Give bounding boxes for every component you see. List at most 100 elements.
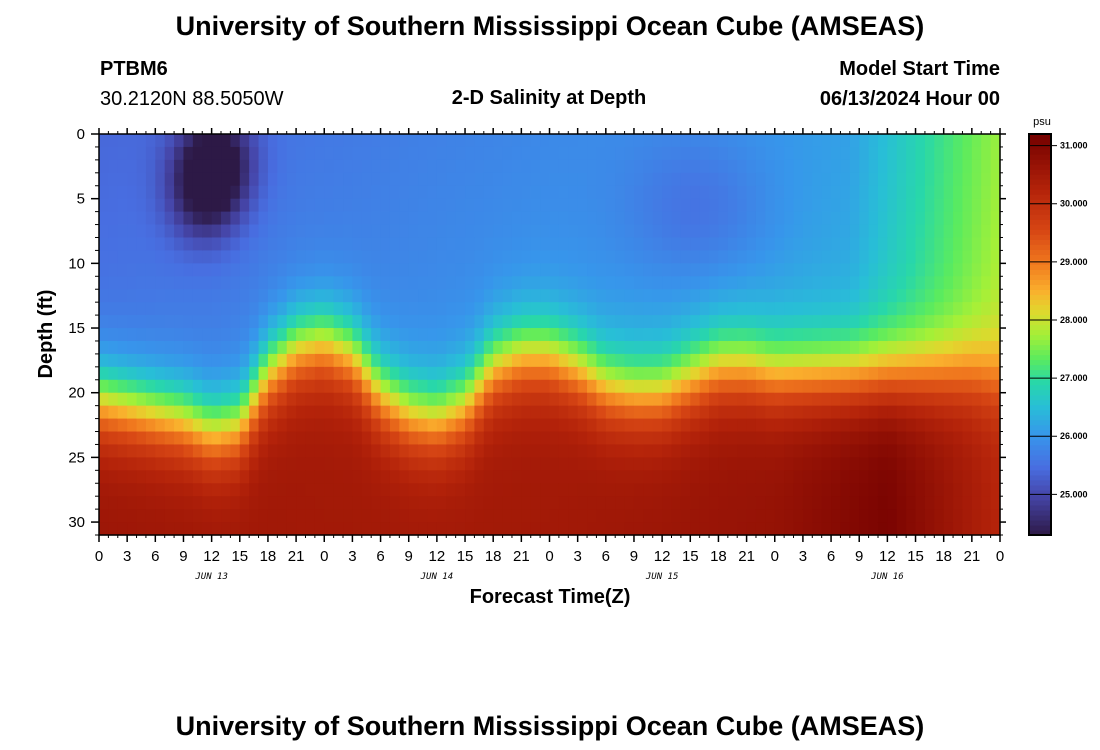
heatmap-cell xyxy=(587,237,598,252)
heatmap-cell xyxy=(662,276,673,290)
heatmap-cell xyxy=(727,431,738,446)
heatmap-cell xyxy=(577,263,588,277)
heatmap-cell xyxy=(117,263,128,277)
heatmap-cell xyxy=(258,366,269,381)
heatmap-cell xyxy=(737,470,748,484)
heatmap-cell xyxy=(765,159,776,174)
heatmap-cell xyxy=(99,328,109,342)
heatmap-cell xyxy=(990,224,1001,239)
heatmap-cell xyxy=(221,134,231,148)
heatmap-cell xyxy=(924,366,935,381)
heatmap-cell xyxy=(671,522,682,536)
heatmap-cell xyxy=(718,444,729,458)
heatmap-cell xyxy=(596,185,607,200)
heatmap-cell xyxy=(155,353,166,368)
heatmap-cell xyxy=(887,302,898,316)
heatmap-cell xyxy=(868,496,879,510)
heatmap-cell xyxy=(859,328,870,342)
heatmap-cell xyxy=(596,457,607,471)
heatmap-cell xyxy=(793,340,804,355)
heatmap-cell xyxy=(380,379,391,394)
heatmap-cell xyxy=(877,237,888,252)
heatmap-cell xyxy=(577,444,588,458)
heatmap-cell xyxy=(549,328,560,342)
heatmap-cell xyxy=(971,405,982,420)
heatmap-cell xyxy=(755,198,766,213)
heatmap-cell xyxy=(718,315,729,329)
heatmap-cell xyxy=(286,198,297,213)
heatmap-cell xyxy=(530,509,541,523)
heatmap-cell xyxy=(286,146,297,161)
heatmap-cell xyxy=(436,431,447,446)
heatmap-cell xyxy=(455,444,466,458)
heatmap-cell xyxy=(474,444,485,458)
heatmap-cell xyxy=(934,431,945,446)
heatmap-cell xyxy=(812,211,823,226)
heatmap-cell xyxy=(971,263,982,277)
heatmap-cell xyxy=(258,509,269,523)
heatmap-cell xyxy=(314,134,325,148)
heatmap-cell xyxy=(399,379,410,394)
heatmap-cell xyxy=(652,198,663,213)
heatmap-cell xyxy=(343,522,354,536)
heatmap-cell xyxy=(596,340,607,355)
heatmap-cell xyxy=(174,328,185,342)
heatmap-cell xyxy=(849,366,860,381)
heatmap-cell xyxy=(164,340,175,355)
heatmap-cell xyxy=(183,470,194,484)
heatmap-cell xyxy=(887,522,898,536)
heatmap-cell xyxy=(868,237,879,252)
heatmap-cell xyxy=(455,289,466,303)
heatmap-cell xyxy=(709,366,720,381)
heatmap-cell xyxy=(408,340,419,355)
heatmap-cell xyxy=(746,444,757,458)
heatmap-cell xyxy=(680,172,691,187)
heatmap-cell xyxy=(221,431,231,446)
heatmap-cell xyxy=(267,405,278,420)
heatmap-cell xyxy=(605,509,616,523)
heatmap-cell xyxy=(465,211,476,226)
heatmap-cell xyxy=(981,211,992,226)
heatmap-cell xyxy=(915,470,926,484)
heatmap-cell xyxy=(493,470,504,484)
heatmap-cell xyxy=(108,198,119,213)
heatmap-cell xyxy=(774,198,785,213)
heatmap-cell xyxy=(549,289,560,303)
heatmap-cell xyxy=(971,302,982,316)
colorbar-segment xyxy=(1029,229,1051,235)
heatmap-cell xyxy=(155,405,166,420)
heatmap-cell xyxy=(286,509,297,523)
heatmap-cell xyxy=(727,159,738,174)
heatmap-cell xyxy=(418,146,429,161)
heatmap-cell xyxy=(521,302,532,316)
heatmap-cell xyxy=(990,431,1001,446)
heatmap-cell xyxy=(896,159,907,174)
heatmap-cell xyxy=(934,496,945,510)
heatmap-cell xyxy=(183,366,194,381)
heatmap-cell xyxy=(709,522,720,536)
heatmap-cell xyxy=(408,315,419,329)
heatmap-cell xyxy=(652,185,663,200)
heatmap-cell xyxy=(887,328,898,342)
heatmap-cell xyxy=(202,224,213,239)
heatmap-cell xyxy=(906,328,917,342)
colorbar-segment xyxy=(1029,244,1051,250)
heatmap-cell xyxy=(314,250,325,264)
heatmap-cell xyxy=(521,392,532,407)
heatmap-cell xyxy=(174,263,185,277)
heatmap-cell xyxy=(174,431,185,446)
heatmap-cell xyxy=(511,496,522,510)
heatmap-cell xyxy=(953,431,964,446)
heatmap-cell xyxy=(596,444,607,458)
heatmap-cell xyxy=(859,302,870,316)
heatmap-cell xyxy=(465,146,476,161)
heatmap-cell xyxy=(981,444,992,458)
heatmap-cell xyxy=(202,302,213,316)
heatmap-cell xyxy=(802,353,813,368)
heatmap-cell xyxy=(108,315,119,329)
colorbar-segment xyxy=(1029,159,1051,165)
heatmap-cell xyxy=(859,289,870,303)
heatmap-cell xyxy=(868,457,879,471)
heatmap-cell xyxy=(230,496,241,510)
heatmap-cell xyxy=(474,496,485,510)
